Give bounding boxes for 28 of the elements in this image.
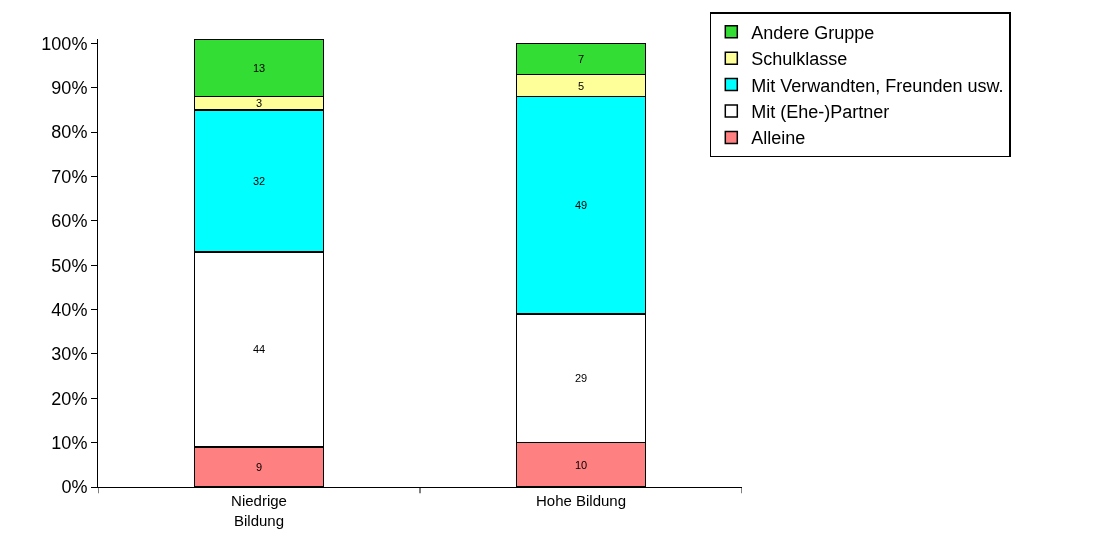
legend-label: Mit (Ehe-)Partner: [751, 102, 890, 123]
x-tick-label: Hohe Bildung: [535, 492, 627, 509]
legend-label: Mit Verwandten, Freunden usw.: [751, 75, 1004, 96]
data-label: 29: [574, 372, 588, 385]
data-label: 7: [577, 52, 585, 65]
y-tick-label: 20%: [51, 388, 88, 409]
data-label: 9: [255, 461, 263, 474]
data-label: 3: [255, 97, 263, 110]
y-tick-label: 50%: [51, 255, 88, 276]
y-tick-label: 10%: [51, 432, 88, 453]
x-tick-label: Niedrige Bildung: [231, 492, 287, 529]
y-tick-label: 80%: [51, 122, 88, 143]
y-tick-label: 70%: [51, 166, 88, 187]
data-label: 44: [252, 343, 266, 356]
data-label: 5: [577, 79, 585, 92]
y-tick-label: 100%: [41, 33, 88, 54]
legend-label: Andere Gruppe: [751, 22, 875, 43]
legend-label: Schulklasse: [751, 49, 848, 70]
y-tick-label: 40%: [51, 299, 88, 320]
data-label: 49: [574, 199, 588, 212]
y-tick-label: 0%: [61, 477, 88, 498]
y-tick-label: 90%: [51, 78, 88, 99]
data-label: 32: [252, 174, 266, 187]
data-label: 13: [252, 61, 266, 74]
y-tick-label: 60%: [51, 211, 88, 232]
legend-label: Alleine: [751, 128, 806, 149]
data-label: 10: [574, 458, 588, 471]
y-tick-label: 30%: [51, 344, 88, 365]
